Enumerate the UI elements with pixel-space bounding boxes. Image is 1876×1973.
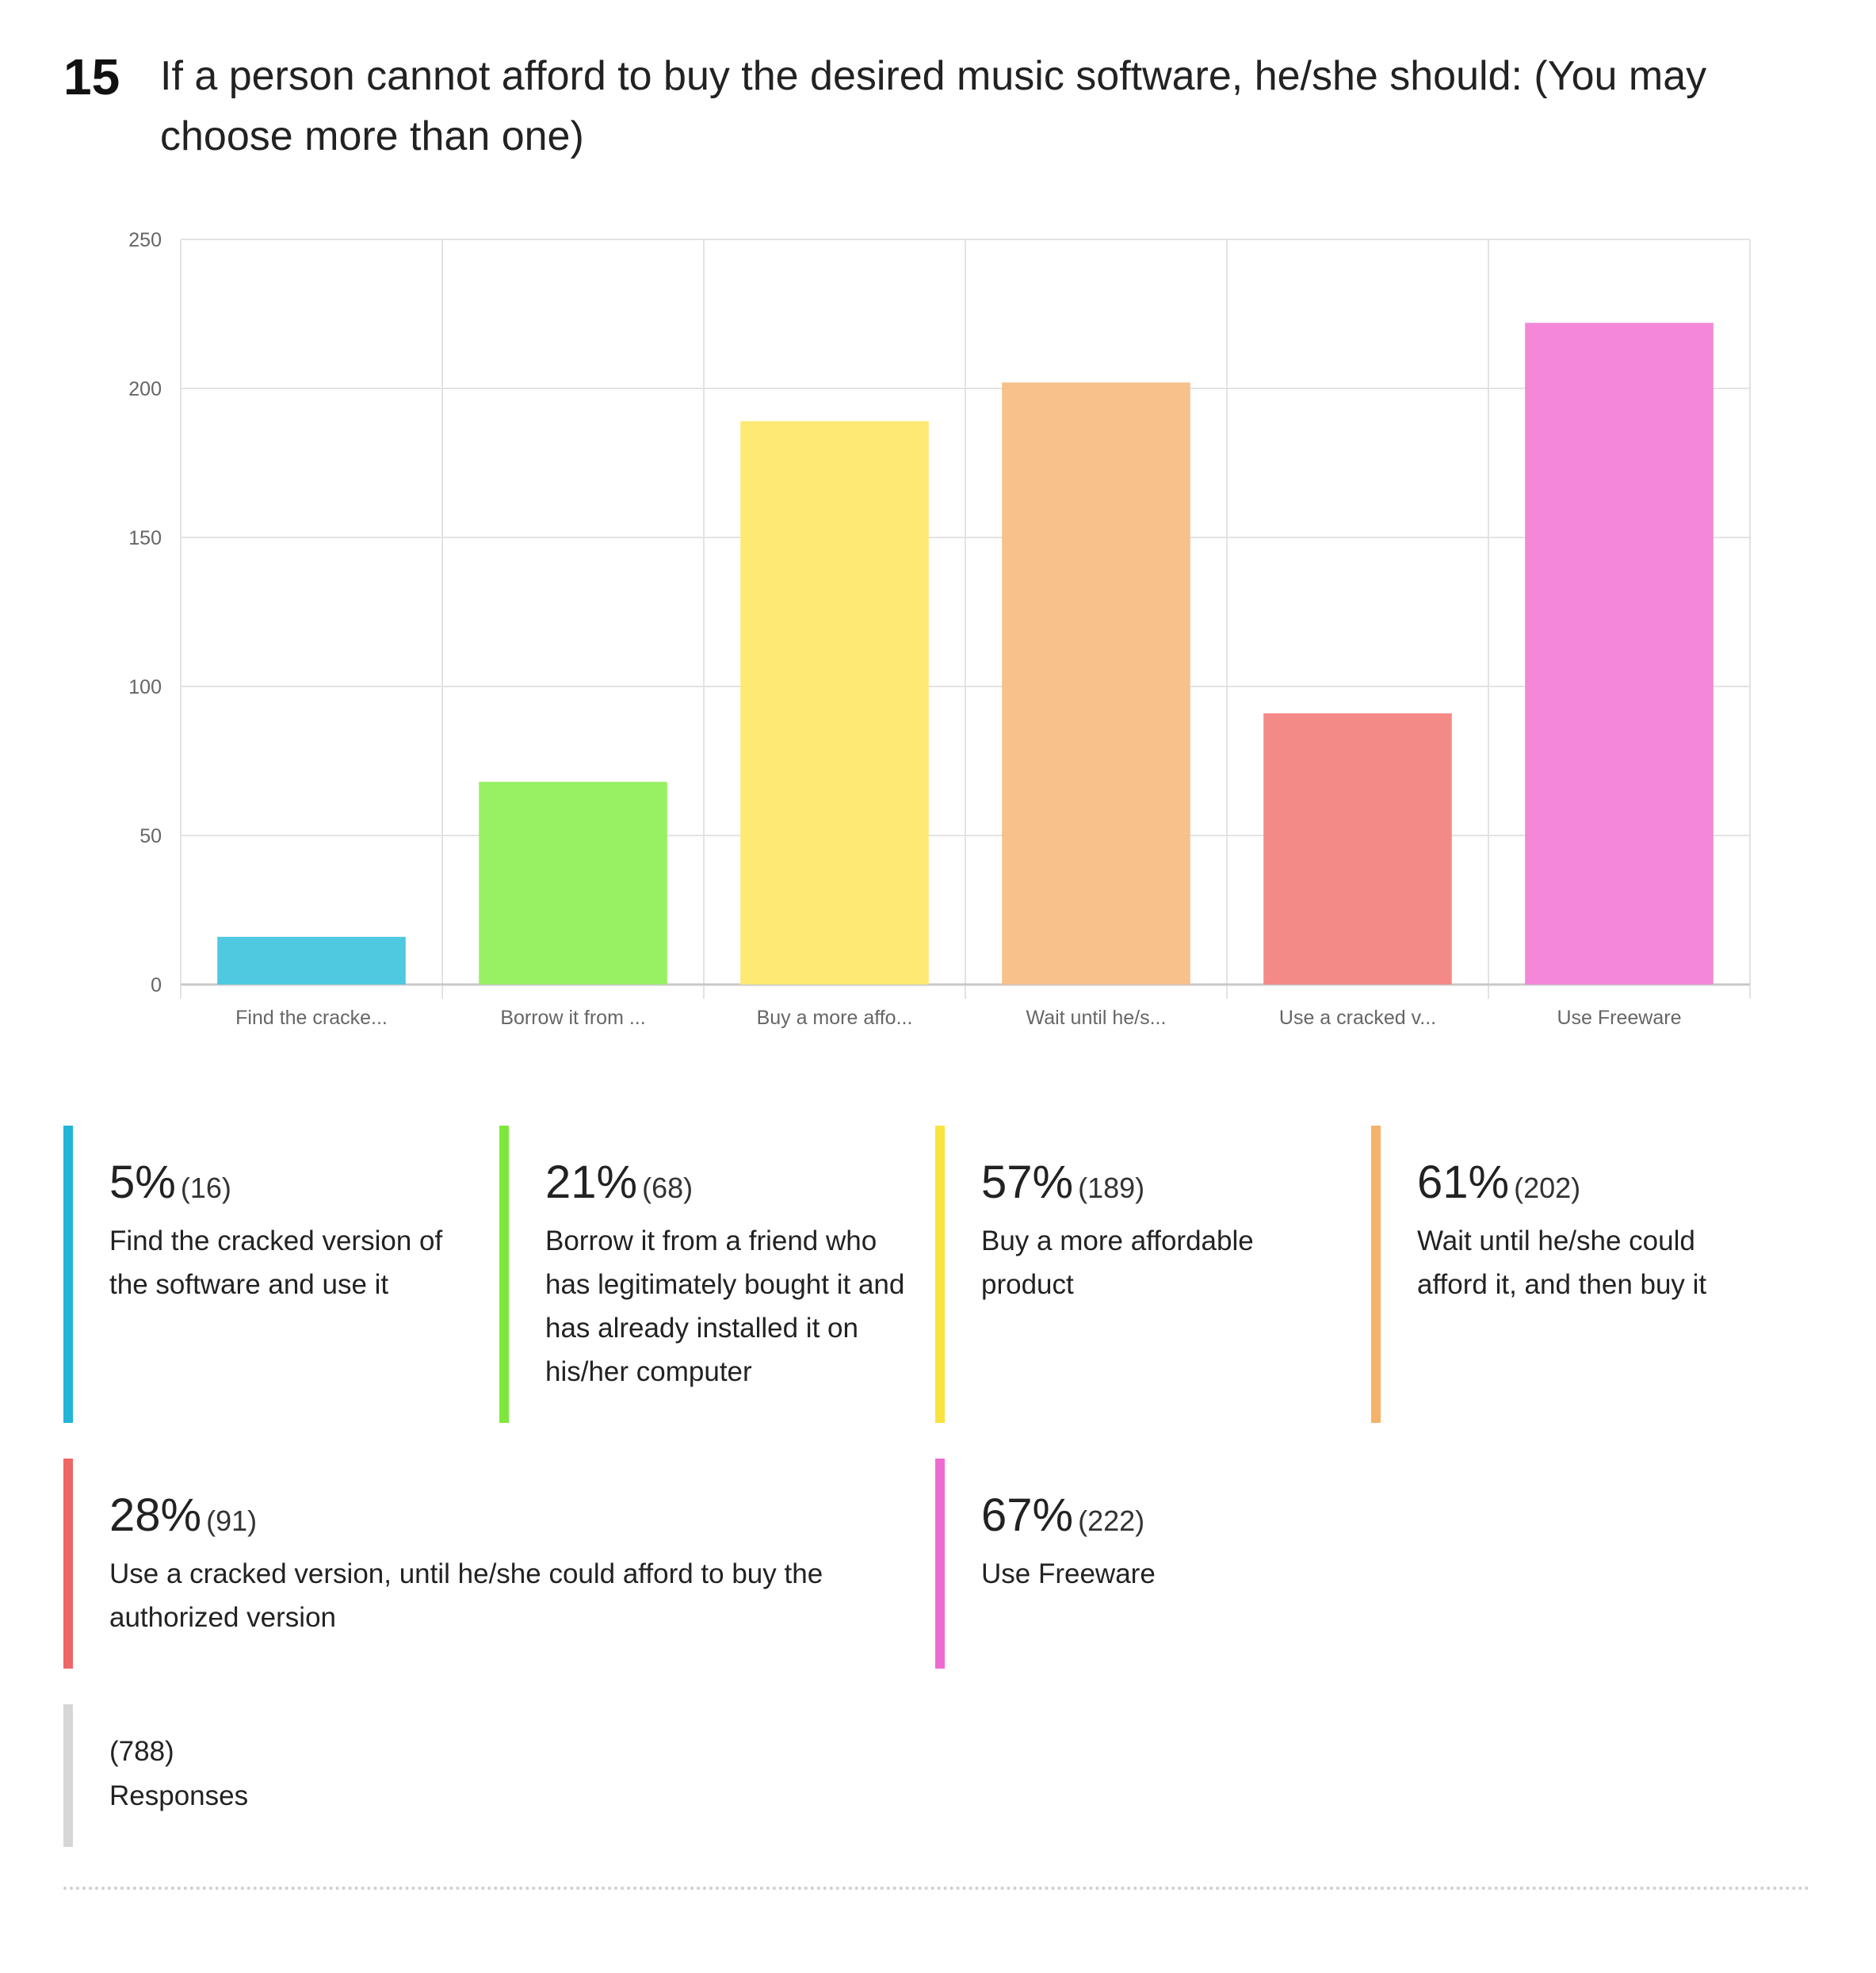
legend-count: (222) [1078, 1505, 1145, 1537]
legend-count: (16) [180, 1172, 231, 1204]
bar [1263, 713, 1452, 985]
responses-label: Responses [109, 1780, 249, 1811]
legend-item: 5% (16) Find the cracked version of the s… [63, 1126, 476, 1423]
legend-count: (91) [206, 1505, 258, 1537]
x-tick-label: Use Freeware [1557, 1007, 1682, 1029]
y-tick-label: 50 [139, 825, 162, 847]
question-title: If a person cannot afford to buy the des… [160, 53, 1707, 159]
x-tick-label: Find the cracke... [235, 1007, 388, 1029]
legend-item: 57% (189) Buy a more affordable product [935, 1126, 1347, 1423]
y-tick-label: 250 [128, 229, 162, 251]
legend-label: Use Freeware [981, 1558, 1156, 1589]
x-tick-label: Buy a more affo... [757, 1007, 913, 1029]
x-tick-label: Use a cracked v... [1279, 1007, 1436, 1029]
responses-summary: (788) Responses [63, 1704, 539, 1847]
legend-color-bar [63, 1126, 73, 1423]
legend-label: Buy a more affordable product [981, 1225, 1254, 1300]
question-number: 15 [63, 48, 120, 105]
bar [217, 936, 406, 985]
legend-percent: 5% [109, 1157, 176, 1208]
x-tick-label: Wait until he/s... [1026, 1007, 1167, 1029]
y-tick-label: 0 [151, 974, 162, 996]
y-tick-label: 100 [128, 676, 162, 698]
legend-percent: 61% [1417, 1157, 1510, 1208]
bar-chart: 0 50 100 150 200 250 Find the cracke... Borrow … [128, 229, 1751, 1029]
legend-color-bar [499, 1126, 509, 1423]
y-tick-label: 150 [128, 527, 162, 549]
legend-item: 28% (91) Use a cracked version, until he/… [63, 1459, 896, 1669]
legend-count: (202) [1514, 1172, 1581, 1204]
legend-color-bar [935, 1126, 945, 1423]
legend-item: 61% (202) Wait until he/she could afford … [1371, 1126, 1783, 1423]
legend-label: Use a cracked version, until he/she coul… [109, 1558, 823, 1633]
legend-percent: 28% [109, 1489, 202, 1541]
legend-percent: 57% [981, 1157, 1074, 1208]
bar [740, 421, 929, 985]
legend-label: Wait until he/she could afford it, and t… [1417, 1225, 1707, 1300]
legend-color-bar [63, 1459, 73, 1669]
bar [1525, 323, 1714, 985]
legend-percent: 67% [981, 1489, 1074, 1541]
legend-color-bar [1371, 1126, 1381, 1423]
y-tick-label: 200 [128, 378, 162, 400]
legend-color-bar [935, 1459, 945, 1669]
responses-count: (788) [109, 1736, 174, 1767]
legend-item: 67% (222) Use Freeware [935, 1459, 1767, 1669]
responses-color-bar [63, 1704, 73, 1847]
legend-label: Borrow it from a friend who has legitima… [545, 1225, 905, 1387]
section-divider [63, 1887, 1810, 1890]
bar [1002, 382, 1190, 985]
legend-label: Find the cracked version of the software… [109, 1225, 443, 1300]
legend-count: (68) [642, 1172, 693, 1204]
x-tick-label: Borrow it from ... [500, 1007, 645, 1029]
legend-percent: 21% [545, 1157, 638, 1208]
bar [479, 782, 667, 985]
legend-count: (189) [1078, 1172, 1145, 1204]
legend-item: 21% (68) Borrow it from a friend who has … [499, 1126, 911, 1423]
